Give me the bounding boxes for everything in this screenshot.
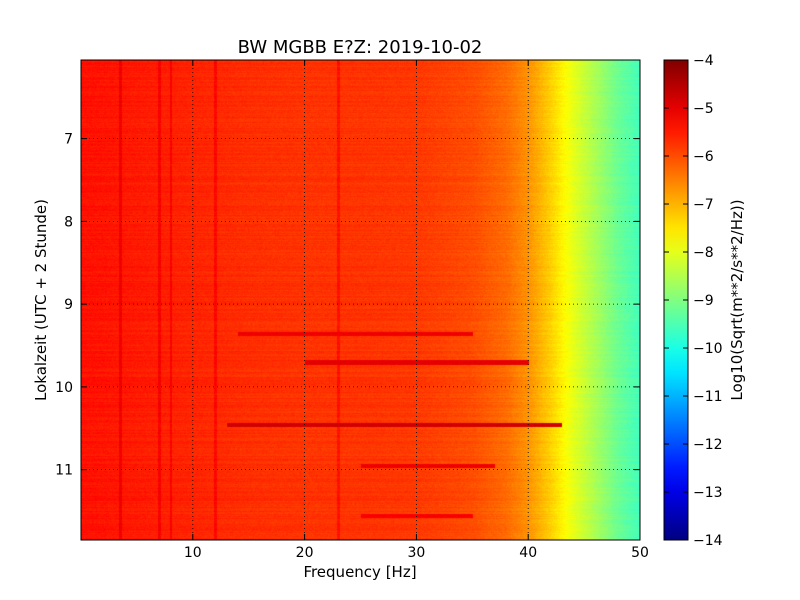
colorbar-tick-label: −12 (693, 437, 723, 453)
plot-area: 10 20 30 40 50 7 8 9 10 11 (55, 59, 649, 561)
y-tick-label: 11 (55, 463, 73, 479)
colorbar-tick-label: −10 (693, 341, 723, 357)
chart-title: BW MGBB E?Z: 2019-10-02 (238, 37, 483, 58)
colorbar-tick-label: −7 (693, 197, 714, 213)
x-tick-label: 50 (631, 545, 649, 561)
colorbar-tick-label: −11 (693, 389, 723, 405)
x-axis-label: Frequency [Hz] (303, 563, 416, 581)
grid-lines (81, 60, 640, 540)
colorbar-ticks: −4 −5 −6 −7 −8 −9 −10 −11 −12 −13 −14 (664, 53, 723, 549)
colorbar-label: Log10(Sqrt(m**2/s**2/Hz)) (728, 199, 746, 400)
colorbar-tick-label: −14 (693, 533, 723, 549)
x-tick-label: 10 (184, 545, 202, 561)
colorbar-tick-label: −8 (693, 245, 714, 261)
x-tick-label: 40 (519, 545, 537, 561)
colorbar-tick-label: −6 (693, 149, 714, 165)
colorbar: −4 −5 −6 −7 −8 −9 −10 −11 −12 −13 −14 (663, 53, 723, 549)
plot-frame (80, 59, 641, 541)
colorbar-tick-label: −5 (693, 101, 714, 117)
y-tick-label: 7 (64, 132, 73, 148)
y-axis-label: Lokalzeit (UTC + 2 Stunde) (32, 199, 50, 401)
spectrogram-heatmap (81, 60, 640, 540)
colorbar-tick-label: −4 (693, 53, 714, 69)
colorbar-tick-label: −13 (693, 485, 723, 501)
x-tick-label: 20 (296, 545, 314, 561)
x-axis-ticks: 10 20 30 40 50 (184, 60, 649, 561)
y-tick-label: 10 (55, 380, 73, 396)
colorbar-tick-label: −9 (693, 293, 714, 309)
x-tick-label: 30 (407, 545, 425, 561)
y-axis-ticks: 7 8 9 10 11 (55, 132, 640, 479)
y-tick-label: 9 (64, 297, 73, 313)
y-tick-label: 8 (64, 214, 73, 230)
